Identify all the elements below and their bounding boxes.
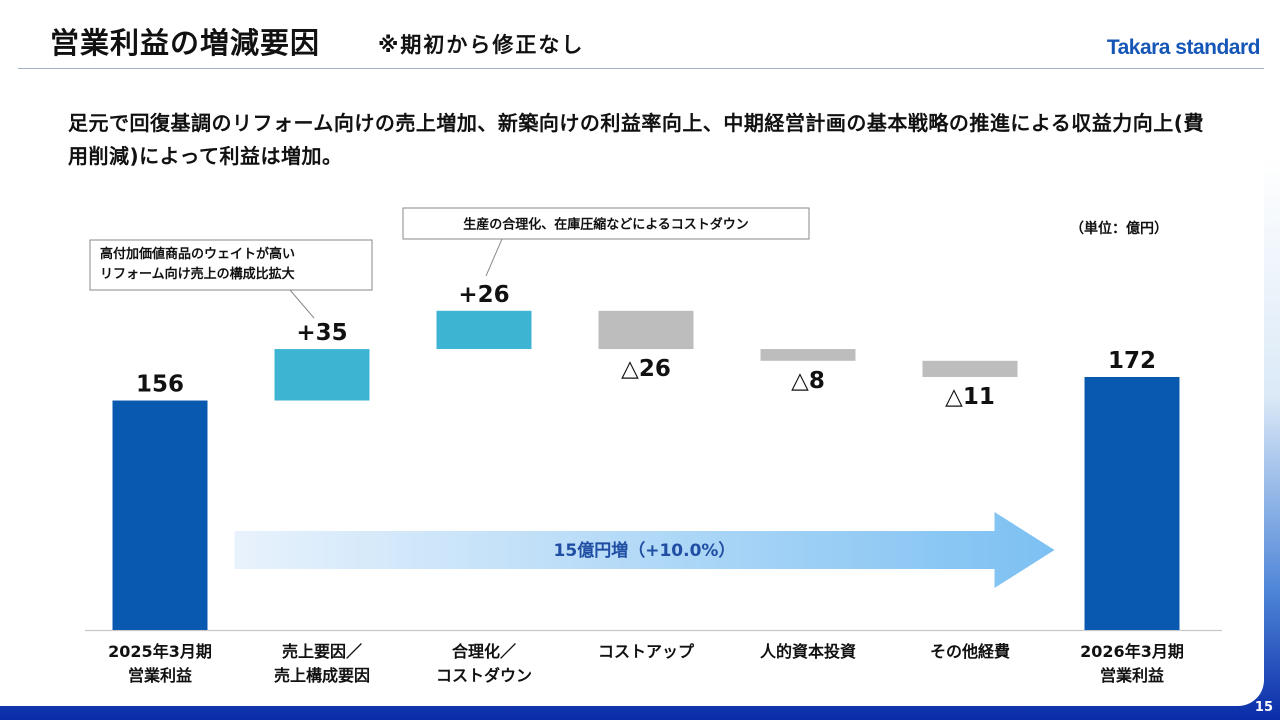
data-label-1: +35: [296, 320, 347, 346]
bar-0: [112, 400, 208, 630]
page-subtitle: ※期初から修正なし: [378, 33, 585, 57]
data-label-5: △11: [945, 384, 995, 410]
data-label-3: △26: [621, 356, 671, 382]
lead-text: 足元で回復基調のリフォーム向けの売上増加、新築向けの利益率向上、中期経営計画の基…: [68, 111, 1204, 168]
bar-1: [274, 349, 370, 401]
bar-6: [1084, 376, 1180, 630]
category-label-2-0: 合理化／: [452, 642, 516, 661]
annotation-text-1-0: 生産の合理化、在庫圧縮などによるコストダウン: [463, 217, 749, 233]
brand-logo: Takara standard: [1106, 36, 1261, 59]
page-number: 15: [1254, 700, 1273, 715]
bar-5: [922, 360, 1018, 377]
category-label-1-1: 売上構成要因: [274, 666, 370, 685]
category-label-4-0: 人的資本投資: [760, 642, 856, 661]
category-label-2-1: コストダウン: [436, 666, 532, 685]
annotation-box-1: [402, 207, 810, 240]
category-label-6-1: 営業利益: [1100, 666, 1164, 685]
page-title: 営業利益の増減要因: [50, 26, 321, 60]
unit-label: （単位：億円）: [1070, 220, 1168, 237]
slide-card: [0, 0, 1264, 706]
data-label-6: 172: [1108, 348, 1156, 374]
category-label-6-0: 2026年3月期: [1080, 642, 1184, 661]
annotation-leader-1: [485, 238, 503, 277]
bar-2: [436, 310, 532, 350]
bar-4: [760, 349, 856, 361]
category-label-5-0: その他経費: [930, 642, 1010, 661]
annotation-text-0-1: リフォーム向け売上の構成比拡大: [100, 266, 295, 282]
category-label-0-0: 2025年3月期: [108, 642, 212, 661]
annotation-box-0: [89, 239, 373, 291]
category-label-3-0: コストアップ: [598, 642, 695, 661]
change-arrow-label: 15億円増（+10.0%）: [554, 540, 736, 561]
annotation-leader-0: [289, 289, 315, 319]
title-divider: [18, 68, 1264, 69]
change-arrow: [234, 512, 1055, 588]
annotation-text-0-0: 高付加価値商品のウェイトが高い: [100, 246, 295, 262]
category-label-0-1: 営業利益: [128, 666, 192, 685]
data-label-0: 156: [136, 372, 184, 398]
data-label-4: △8: [791, 368, 825, 394]
bar-3: [598, 310, 694, 350]
data-label-2: +26: [458, 282, 509, 308]
category-label-1-0: 売上要因／: [282, 642, 362, 661]
